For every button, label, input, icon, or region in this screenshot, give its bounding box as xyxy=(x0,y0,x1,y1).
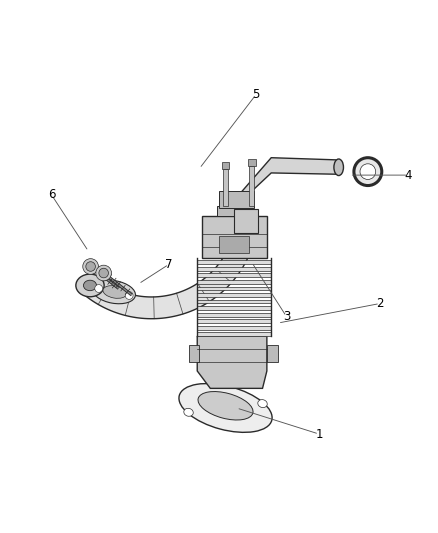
Bar xyxy=(217,206,252,216)
Ellipse shape xyxy=(198,392,253,420)
Bar xyxy=(250,166,254,206)
Bar xyxy=(197,306,271,310)
Polygon shape xyxy=(237,158,336,206)
Bar xyxy=(219,191,254,208)
Bar xyxy=(222,162,230,168)
Ellipse shape xyxy=(76,274,104,297)
Text: 4: 4 xyxy=(405,168,412,182)
Bar xyxy=(267,345,278,362)
Circle shape xyxy=(125,292,133,300)
Bar xyxy=(197,273,271,277)
Text: 1: 1 xyxy=(315,427,323,441)
Bar xyxy=(197,326,271,329)
Bar xyxy=(248,159,255,166)
Text: 6: 6 xyxy=(48,188,55,201)
Circle shape xyxy=(83,259,99,274)
Circle shape xyxy=(95,285,102,293)
Ellipse shape xyxy=(334,159,343,175)
Bar xyxy=(197,261,271,264)
Bar xyxy=(188,345,199,362)
Text: 7: 7 xyxy=(165,258,173,271)
Bar xyxy=(197,267,271,271)
Bar xyxy=(197,287,271,290)
Bar xyxy=(201,216,267,258)
Circle shape xyxy=(360,164,376,180)
Bar xyxy=(223,168,228,206)
Ellipse shape xyxy=(84,280,96,290)
Ellipse shape xyxy=(103,286,127,298)
Bar xyxy=(197,332,271,336)
Bar xyxy=(197,280,271,284)
Circle shape xyxy=(86,262,95,271)
Circle shape xyxy=(354,158,382,185)
Ellipse shape xyxy=(179,384,272,432)
Ellipse shape xyxy=(184,408,193,416)
Polygon shape xyxy=(197,336,267,389)
Circle shape xyxy=(99,268,109,278)
Bar xyxy=(197,313,271,317)
Ellipse shape xyxy=(92,280,135,304)
Bar xyxy=(197,319,271,323)
Text: 3: 3 xyxy=(283,310,290,323)
Ellipse shape xyxy=(258,400,267,408)
Text: 5: 5 xyxy=(252,88,260,101)
Bar xyxy=(197,293,271,297)
Circle shape xyxy=(96,265,112,281)
Text: 2: 2 xyxy=(376,297,384,310)
Polygon shape xyxy=(83,220,258,319)
Bar xyxy=(197,300,271,303)
Bar xyxy=(219,236,250,254)
Bar xyxy=(234,208,258,232)
